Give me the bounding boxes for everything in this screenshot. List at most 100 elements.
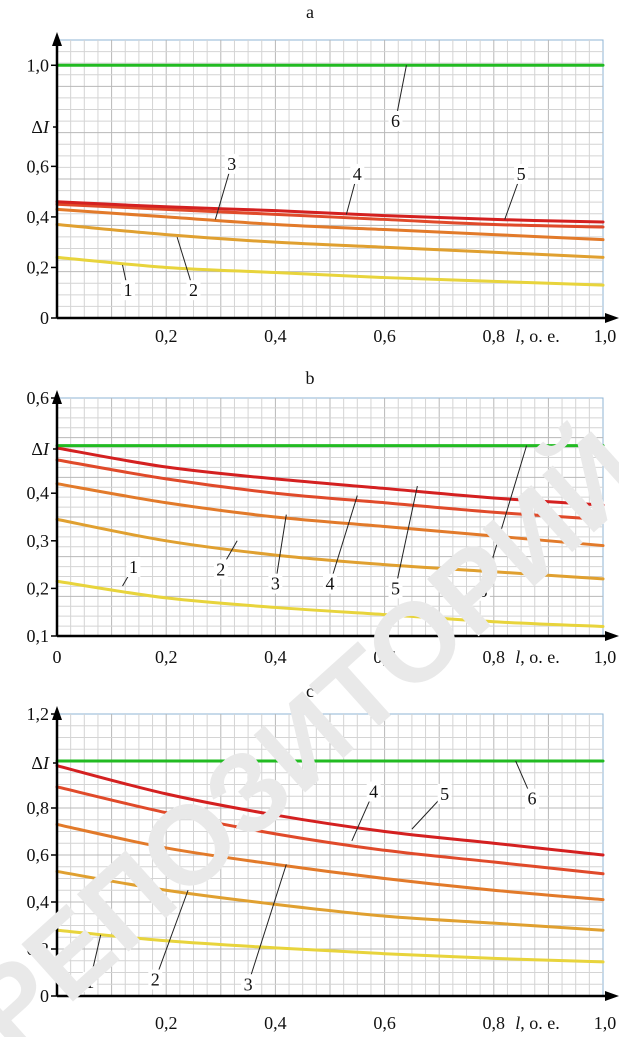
callout-leader: [247, 864, 287, 985]
callout-label-5: 5: [391, 578, 400, 598]
y-tick-label: 0,3: [27, 531, 50, 551]
callout-label-6: 6: [391, 111, 400, 131]
callout-label-bg: [514, 163, 529, 184]
x-tick-label: 0,8: [483, 326, 506, 346]
y-axis-arrow: [52, 706, 62, 720]
callout-label-2: 2: [216, 559, 225, 579]
x-tick-label: 1,0: [594, 326, 617, 346]
x-tick-label: 0,2: [155, 1013, 178, 1033]
x-axis-arrow: [605, 991, 619, 1001]
callout-label-bg: [224, 153, 239, 174]
series-group: [55, 63, 605, 287]
x-tick-label: 0,4: [264, 1013, 287, 1033]
y-tick-label: 0,4: [27, 207, 50, 227]
callout-leader: [395, 485, 418, 589]
x-tick-label: 0,2: [155, 647, 178, 667]
callout-label-bg: [126, 556, 141, 577]
y-tick-label: 0,2: [27, 578, 50, 598]
callout-label-1: 1: [123, 280, 132, 300]
x-tick-label: 0,4: [264, 326, 287, 346]
callout-label-bg: [437, 783, 452, 804]
y-tick-label: 0,4: [27, 483, 50, 503]
chart-panel-a: a 1 2 3 4 5 6 0 0,2 0,4 0,6 1,0 ΔI 0,2 0,4 0,6 0,8 1,0 l, …: [27, 2, 619, 346]
callout-label-bg: [366, 781, 381, 802]
series-line-1: [55, 928, 605, 964]
callout-label-2: 2: [189, 280, 198, 300]
callout-label-2: 2: [151, 970, 160, 990]
callout-label-6: 6: [528, 789, 537, 809]
x-tick-label: 0,6: [373, 326, 396, 346]
series-line-5: [55, 764, 605, 857]
callouts: 1 2 3 4 5 6: [122, 445, 528, 601]
series-group: [55, 444, 605, 628]
callout-leader: [274, 514, 287, 584]
series-line-3: [55, 482, 605, 548]
callout-label-bg: [213, 559, 228, 580]
callout-leader: [154, 890, 189, 980]
series-line-3: [55, 822, 605, 902]
y-axis-label: ΔI: [31, 117, 50, 137]
y-axis-arrow: [52, 32, 62, 46]
y-axis-arrow: [52, 390, 62, 404]
callout-label-4: 4: [326, 574, 335, 594]
axes: 0 0,2 0,4 0,6 0,8 1,2 ΔI 0,2 0,4 0,6 0,8 1,0 l, o. e…: [27, 704, 619, 1033]
callout-label-4: 4: [353, 164, 362, 184]
callout-label-bg: [120, 280, 135, 301]
callout-leader: [482, 445, 528, 591]
y-tick-label: 0: [40, 986, 49, 1006]
axes: 0,1 0,2 0,3 0,4 0,6 ΔI 0 0,2 0,4 0,6 0,8 1,0 l, o. e…: [27, 388, 619, 667]
series-line-1: [55, 255, 605, 287]
series-group: [55, 759, 605, 964]
callout-label-1: 1: [85, 972, 94, 992]
callout-label-bg: [475, 580, 490, 601]
series-line-2: [55, 517, 605, 581]
callout-label-1: 1: [129, 557, 138, 577]
x-axis-label: l, o. e.: [515, 326, 560, 346]
y-tick-label: 0,4: [27, 892, 50, 912]
callout-leader: [329, 495, 358, 584]
callout-label-bg: [268, 573, 283, 594]
series-line-4: [55, 202, 605, 229]
series-line-3: [55, 207, 605, 242]
x-tick-label: 0: [53, 647, 62, 667]
callout-label-bg: [148, 969, 163, 990]
y-tick-label: 0,6: [27, 845, 50, 865]
y-tick-label: 0: [40, 308, 49, 328]
callout-label-bg: [241, 974, 256, 995]
y-axis-label: ΔI: [31, 753, 50, 773]
chart-title: a: [306, 2, 314, 22]
x-axis-arrow: [605, 313, 619, 323]
callout-label-bg: [388, 578, 403, 599]
callout-label-bg: [388, 110, 403, 131]
x-tick-label: 1,0: [594, 647, 617, 667]
series-line-2: [55, 869, 605, 932]
chart-panel-b: b 1 2 3 4 5 6 0,1 0,2 0,3 0,4 0,6 ΔI 0 0,2 0,4 0,6 0,8 1,0…: [27, 368, 619, 667]
chart-panel-c: c 1 2 3 4 5 6 0 0,2 0,4 0,6 0,8 1,2 ΔI 0,2 0,4 0,6 0,8 1,0…: [27, 681, 619, 1033]
callout-label-3: 3: [244, 974, 253, 994]
callout-label-3: 3: [271, 574, 280, 594]
series-line-5: [55, 200, 605, 224]
callout-label-5: 5: [440, 784, 449, 804]
series-line-1: [55, 579, 605, 628]
series-line-5: [55, 446, 605, 507]
x-axis-label: l, o. e.: [515, 1013, 560, 1033]
gridlines: [57, 398, 603, 636]
x-tick-label: 0,6: [373, 647, 396, 667]
y-tick-label: 0,8: [27, 798, 50, 818]
gridlines: [57, 714, 603, 996]
callouts: 1 2 3 4 5 6: [120, 65, 529, 301]
series-line-2: [55, 222, 605, 259]
y-tick-label: 1,2: [27, 704, 50, 724]
callout-label-bg: [186, 280, 201, 301]
x-axis-label: l, o. e.: [515, 647, 560, 667]
chart-title: b: [306, 368, 315, 388]
y-tick-label: 1,0: [27, 55, 50, 75]
x-tick-label: 0,8: [483, 647, 506, 667]
axes: 0 0,2 0,4 0,6 1,0 ΔI 0,2 0,4 0,6 0,8 1,0 l, o. e.: [27, 32, 619, 346]
callout-label-bg: [525, 788, 540, 809]
y-tick-label: 0,2: [27, 939, 50, 959]
x-tick-label: 1,0: [594, 1013, 617, 1033]
callout-label-5: 5: [517, 164, 526, 184]
y-tick-label: 0,6: [27, 156, 50, 176]
